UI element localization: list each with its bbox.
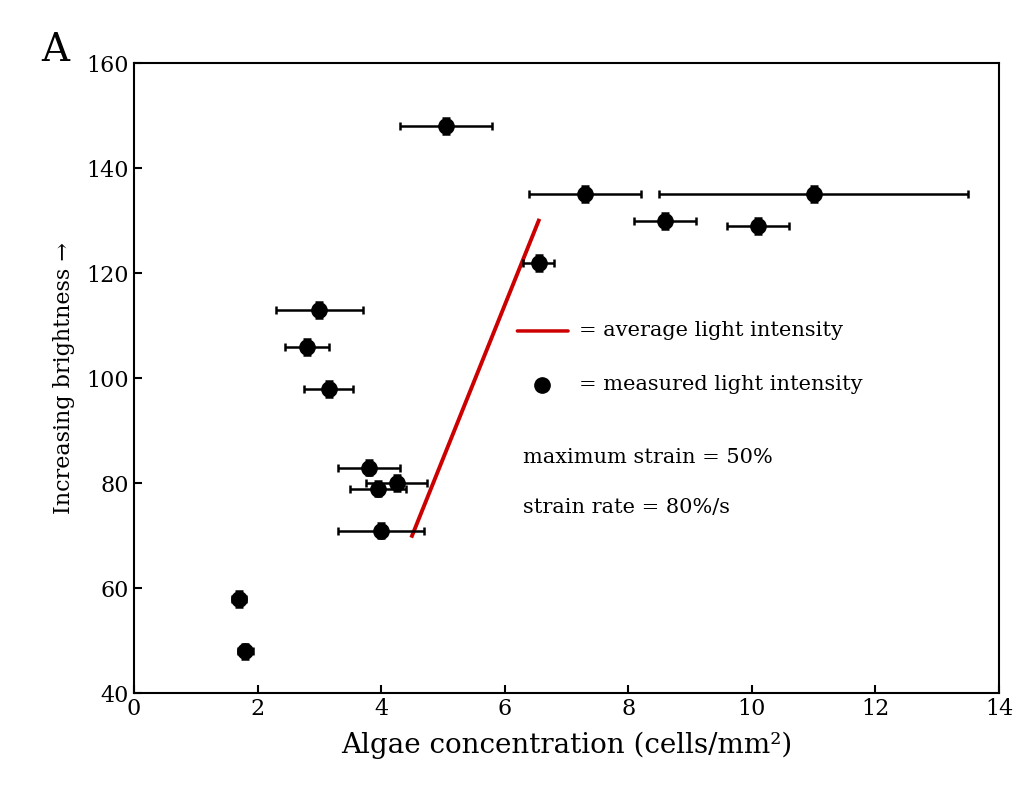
X-axis label: Algae concentration (cells/mm²): Algae concentration (cells/mm²) [341, 731, 792, 759]
Text: maximum strain = 50%: maximum strain = 50% [523, 448, 772, 466]
Text: A: A [41, 32, 69, 69]
Y-axis label: Increasing brightness →: Increasing brightness → [54, 242, 75, 515]
Text: = average light intensity: = average light intensity [580, 322, 844, 340]
Text: = measured light intensity: = measured light intensity [580, 375, 863, 394]
Text: strain rate = 80%/s: strain rate = 80%/s [523, 498, 730, 517]
